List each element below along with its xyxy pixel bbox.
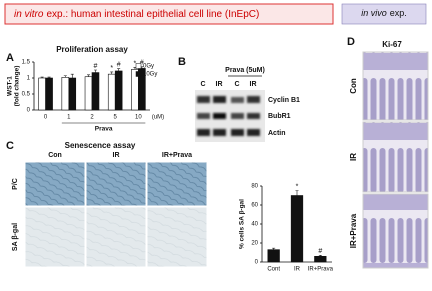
column-label: IR+Prava xyxy=(162,152,192,159)
banner-rest: exp.: human intestinal epithelial cell l… xyxy=(46,9,259,20)
bar xyxy=(267,249,280,263)
protein-label: Cyclin B1 xyxy=(268,97,300,104)
significance: * xyxy=(134,60,137,67)
panel-title: Senescence assay xyxy=(65,141,136,150)
row-label: IR xyxy=(349,153,358,161)
column-label: Con xyxy=(48,152,62,159)
bar xyxy=(114,70,123,111)
y-tick-label: 0 xyxy=(255,260,259,266)
histology xyxy=(362,51,429,269)
bar xyxy=(91,72,100,111)
bar xyxy=(68,77,77,111)
banner xyxy=(341,3,427,25)
x-tick-label: IR xyxy=(294,267,301,273)
y-tick-label: 1.5 xyxy=(22,60,31,66)
significance: # xyxy=(94,63,98,70)
row-label: P/C xyxy=(12,178,19,190)
x-tick-label: Cont xyxy=(267,267,280,273)
error-bar xyxy=(295,190,299,196)
panel-label: A xyxy=(6,52,14,64)
error-bar xyxy=(272,247,276,250)
blot-bands xyxy=(197,96,260,136)
lane-label: IR xyxy=(250,81,257,88)
bar xyxy=(84,76,93,111)
panel-label: B xyxy=(178,56,186,68)
legend-swatch xyxy=(135,71,142,77)
banner-rest: exp. xyxy=(390,8,407,18)
error-bar xyxy=(87,74,91,77)
y-tick-label: 0.5 xyxy=(22,92,31,98)
treatment-label: Prava (5uM) xyxy=(225,67,265,74)
legend-swatch xyxy=(135,63,142,69)
y-tick-label: 60 xyxy=(251,203,258,209)
bar xyxy=(61,77,70,111)
error-bar xyxy=(47,76,51,78)
x-tick-label: 10 xyxy=(135,115,142,121)
x-tick-label: IR+Prava xyxy=(308,267,334,273)
x-tick-label: 5 xyxy=(114,115,118,121)
x-tick-label: 2 xyxy=(90,115,94,121)
y-axis-label: % cells SA β-gal xyxy=(239,199,246,249)
y-tick-label: 0 xyxy=(27,108,31,114)
row-label: IR+Prava xyxy=(349,213,358,248)
panel-label: C xyxy=(6,140,14,152)
bar xyxy=(45,77,53,111)
significance: # xyxy=(117,62,121,69)
legend-label: 0Gy xyxy=(143,64,154,70)
error-bar xyxy=(40,76,44,78)
significance: # xyxy=(140,60,144,67)
chart-title: Proliferation assay xyxy=(56,45,128,54)
column-label: IR xyxy=(113,152,120,159)
banner-text: in vivo exp. xyxy=(361,8,407,18)
bar xyxy=(107,73,116,111)
legend-label: 10Gy xyxy=(143,72,157,78)
x-unit: (uM) xyxy=(152,115,164,121)
y-tick-label: 20 xyxy=(251,241,258,247)
y-tick-label: 80 xyxy=(251,184,258,190)
x-axis-label: Prava xyxy=(95,126,113,133)
lane-label: IR xyxy=(216,81,223,88)
y-tick-label: 40 xyxy=(251,222,258,228)
y-tick-label: 1 xyxy=(27,76,31,82)
error-bar xyxy=(110,71,114,75)
banner-italic: in vivo xyxy=(361,8,387,18)
error-bar xyxy=(318,255,322,257)
row-label: Con xyxy=(349,78,358,94)
error-bar xyxy=(70,73,74,78)
image-grid xyxy=(24,161,208,268)
banner-italic: in vitro xyxy=(14,9,44,20)
banner-text: in vitro exp.: human intestinal epithelia… xyxy=(14,9,259,20)
lane-label: C xyxy=(200,81,205,88)
error-bar xyxy=(93,69,97,73)
x-tick-label: 0 xyxy=(44,115,48,121)
bar xyxy=(314,255,327,263)
panel-label: D xyxy=(347,36,355,48)
banner xyxy=(4,3,334,25)
bar xyxy=(290,195,304,263)
panel-title: Ki-67 xyxy=(382,40,402,49)
x-tick-label: 1 xyxy=(67,115,71,121)
significance: * xyxy=(296,184,299,191)
y-axis-label: WST-1 xyxy=(7,76,14,96)
significance: # xyxy=(318,248,322,255)
bar xyxy=(38,77,46,111)
row-label: SA β-gal xyxy=(12,223,19,251)
error-bar xyxy=(117,68,121,71)
significance: * xyxy=(110,65,113,72)
error-bar xyxy=(63,75,67,78)
y-axis-label: (fold change) xyxy=(14,66,21,107)
protein-label: Actin xyxy=(268,130,286,137)
protein-label: BubR1 xyxy=(268,113,291,120)
lane-label: C xyxy=(234,81,239,88)
